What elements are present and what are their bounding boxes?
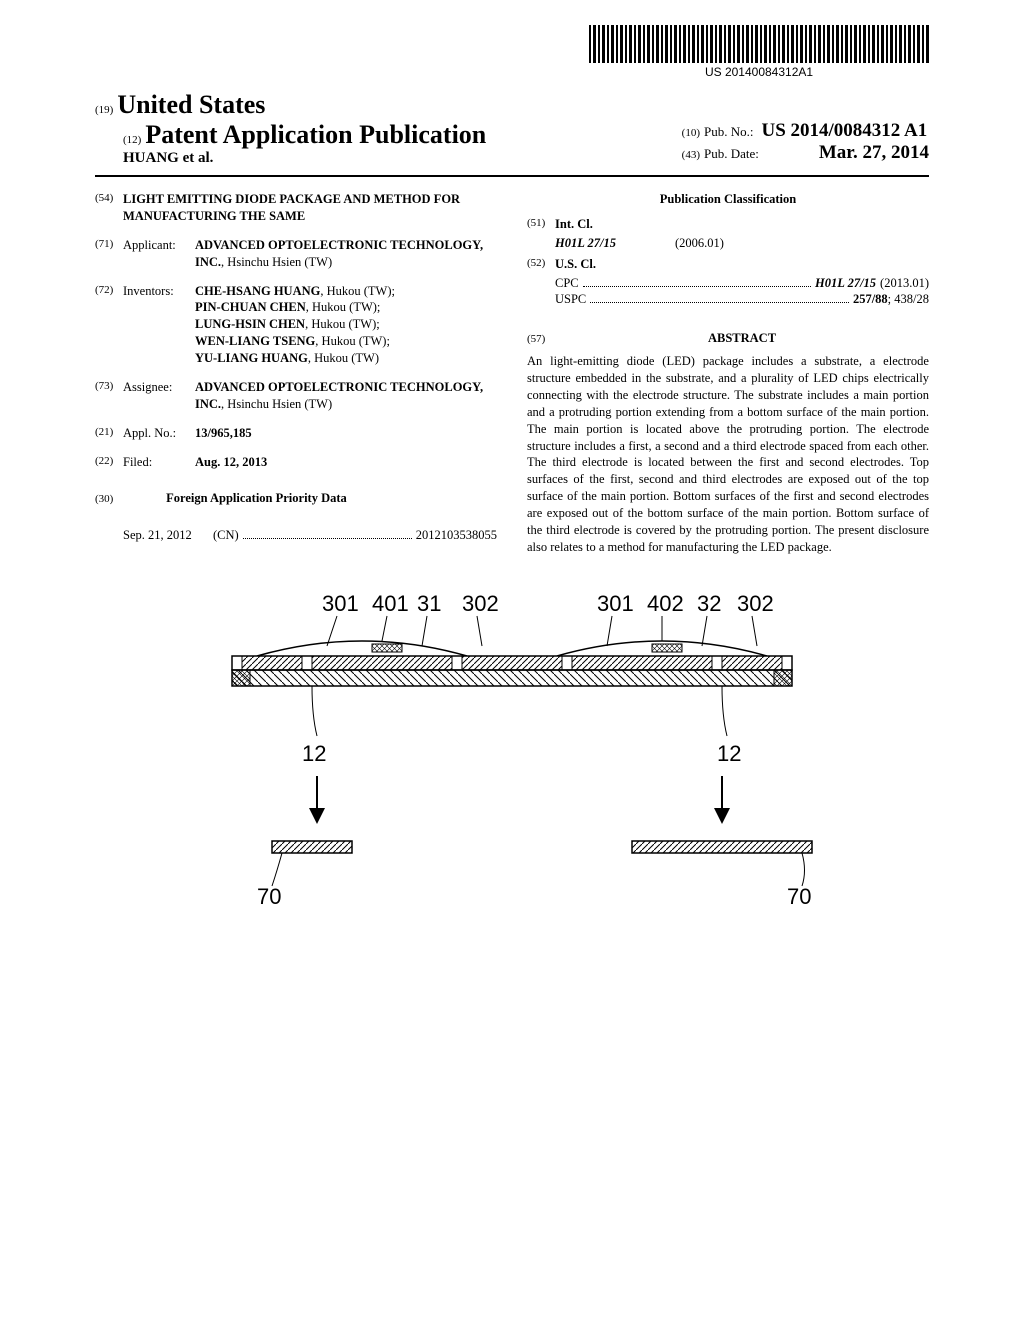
left-column: (54) LIGHT EMITTING DIODE PACKAGE AND ME…	[95, 191, 497, 556]
applicant-location: , Hsinchu Hsien (TW)	[221, 255, 332, 269]
barcode-block: US 20140084312A1	[589, 25, 929, 79]
appl-no-label: Appl. No.:	[123, 425, 195, 442]
appl-no-value: 13/965,185	[195, 426, 252, 440]
fig-label-301b: 301	[597, 591, 634, 616]
inventors-list: CHE-HSANG HUANG, Hukou (TW); PIN-CHUAN C…	[195, 283, 497, 367]
abstract-heading: ABSTRACT	[555, 330, 929, 347]
fig-label-70-right: 70	[787, 884, 811, 909]
header-divider	[95, 175, 929, 177]
priority-country: (CN)	[213, 527, 239, 544]
assignee-value: ADVANCED OPTOELECTRONIC TECHNOLOGY, INC.…	[195, 379, 497, 413]
field-num-12: (12)	[123, 134, 141, 146]
cpc-year: (2013.01)	[880, 275, 929, 292]
fig-label-32: 32	[697, 591, 721, 616]
patent-figure: 301 401 31 302 301 402 32 302	[95, 586, 929, 930]
inventor-1: CHE-HSANG HUANG	[195, 284, 320, 298]
fig-label-70-left: 70	[257, 884, 281, 909]
uspc-label: USPC	[555, 291, 586, 308]
dotted-leader	[243, 538, 412, 539]
pub-no-value: US 2014/0084312 A1	[761, 120, 927, 142]
pub-no-label: Pub. No.:	[704, 124, 753, 140]
field-num-71: (71)	[95, 237, 123, 271]
field-num-57: (57)	[527, 332, 555, 347]
cpc-label: CPC	[555, 275, 579, 292]
fig-label-301: 301	[322, 591, 359, 616]
invention-title: LIGHT EMITTING DIODE PACKAGE AND METHOD …	[123, 191, 497, 225]
field-num-22: (22)	[95, 454, 123, 471]
fig-label-31: 31	[417, 591, 441, 616]
uspc-value: 257/88	[853, 291, 888, 308]
fig-label-302b: 302	[737, 591, 774, 616]
classification-heading: Publication Classification	[527, 191, 929, 208]
field-num-73: (73)	[95, 379, 123, 413]
inventor-3: LUNG-HSIN CHEN	[195, 317, 305, 331]
document-header: (19) United States (12) Patent Applicati…	[95, 90, 929, 167]
fig-label-302: 302	[462, 591, 499, 616]
inventor-5: YU-LIANG HUANG	[195, 351, 308, 365]
barcode-graphic	[589, 25, 929, 63]
inventor-2: PIN-CHUAN CHEN	[195, 300, 306, 314]
intcl-label: Int. Cl.	[555, 216, 593, 233]
abstract-text: An light-emitting diode (LED) package in…	[527, 353, 929, 556]
priority-number: 2012103538055	[416, 527, 497, 544]
dotted-leader	[590, 302, 849, 303]
barcode-text: US 20140084312A1	[589, 65, 929, 79]
filed-date: Aug. 12, 2013	[195, 455, 267, 469]
fig-label-12-left: 12	[302, 741, 326, 766]
fig-label-402: 402	[647, 591, 684, 616]
dotted-leader	[583, 286, 811, 287]
fig-label-401: 401	[372, 591, 409, 616]
field-num-51: (51)	[527, 216, 555, 233]
priority-heading: Foreign Application Priority Data	[166, 490, 347, 507]
country-name: United States	[117, 90, 265, 120]
inventor-4: WEN-LIANG TSENG	[195, 334, 315, 348]
intcl-code: H01L 27/15	[555, 235, 675, 252]
field-num-21: (21)	[95, 425, 123, 442]
priority-date: Sep. 21, 2012	[123, 527, 213, 544]
figure-svg: 301 401 31 302 301 402 32 302	[162, 586, 862, 926]
right-column: Publication Classification (51) Int. Cl.…	[527, 191, 929, 556]
field-num-19: (19)	[95, 104, 113, 116]
uscl-label: U.S. Cl.	[555, 256, 596, 273]
field-num-30: (30)	[95, 492, 123, 507]
author-line: HUANG et al.	[123, 150, 213, 167]
field-num-10: (10)	[682, 127, 700, 139]
intcl-year: (2006.01)	[675, 235, 724, 252]
field-num-52: (52)	[527, 256, 555, 273]
fig-label-12-right: 12	[717, 741, 741, 766]
uspc-extra: ; 438/28	[888, 291, 929, 308]
applicant-value: ADVANCED OPTOELECTRONIC TECHNOLOGY, INC.…	[195, 237, 497, 271]
assignee-location: , Hsinchu Hsien (TW)	[221, 397, 332, 411]
inventors-label: Inventors:	[123, 283, 195, 367]
cpc-value: H01L 27/15	[815, 275, 876, 292]
assignee-label: Assignee:	[123, 379, 195, 413]
field-num-54: (54)	[95, 191, 123, 225]
applicant-label: Applicant:	[123, 237, 195, 271]
pub-date-value: Mar. 27, 2014	[819, 142, 929, 164]
body-columns: (54) LIGHT EMITTING DIODE PACKAGE AND ME…	[95, 191, 929, 556]
filed-label: Filed:	[123, 454, 195, 471]
pub-date-label: Pub. Date:	[704, 146, 759, 162]
field-num-72: (72)	[95, 283, 123, 367]
publication-type: Patent Application Publication	[145, 120, 486, 150]
field-num-43: (43)	[682, 149, 700, 161]
